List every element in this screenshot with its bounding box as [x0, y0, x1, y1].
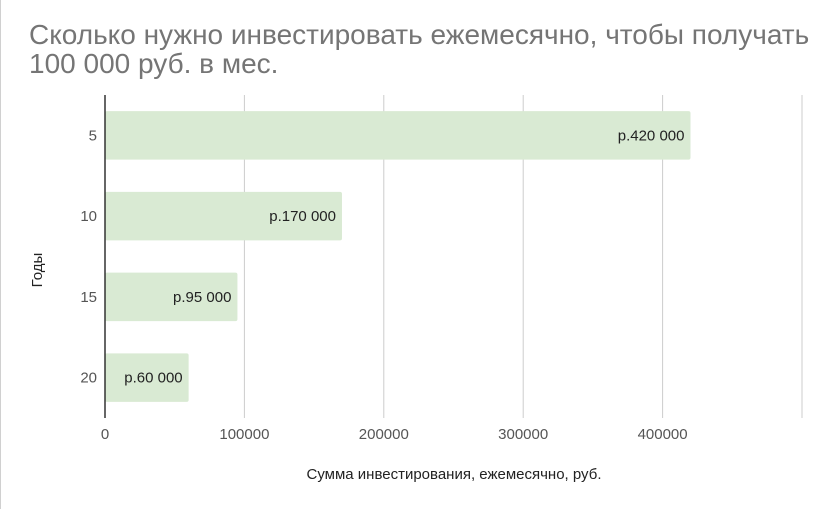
x-tick-labels: 0 100000 200000 300000 400000	[101, 426, 688, 443]
data-labels: р.420 000 р.170 000 р.95 000 р.60 000	[124, 127, 684, 386]
y-tick-label: 5	[89, 127, 97, 144]
x-tick-label: 0	[101, 426, 109, 443]
data-label: р.95 000	[173, 289, 231, 306]
data-label: р.170 000	[269, 208, 336, 225]
y-axis-title: Годы	[29, 253, 46, 288]
chart-title: Сколько нужно инвестировать ежемесячно, …	[29, 19, 810, 79]
x-tick-label: 300000	[498, 426, 548, 443]
bar	[105, 272, 238, 322]
bar	[105, 353, 189, 402]
y-tick-labels: 5 10 15 20	[80, 127, 97, 386]
data-label: р.420 000	[618, 127, 685, 144]
x-tick-label: 400000	[638, 426, 688, 443]
x-axis-title: Сумма инвестирования, ежемесячно, руб.	[306, 466, 601, 483]
chart-frame-border	[0, 0, 1, 509]
bar	[105, 191, 342, 241]
x-tick-label: 200000	[359, 426, 409, 443]
x-tick-label: 100000	[219, 426, 269, 443]
bars	[105, 111, 691, 402]
y-tick-label: 20	[80, 370, 97, 387]
y-tick-label: 15	[80, 289, 97, 306]
data-label: р.60 000	[124, 370, 182, 387]
y-tick-label: 10	[80, 208, 97, 225]
bar	[105, 111, 691, 160]
